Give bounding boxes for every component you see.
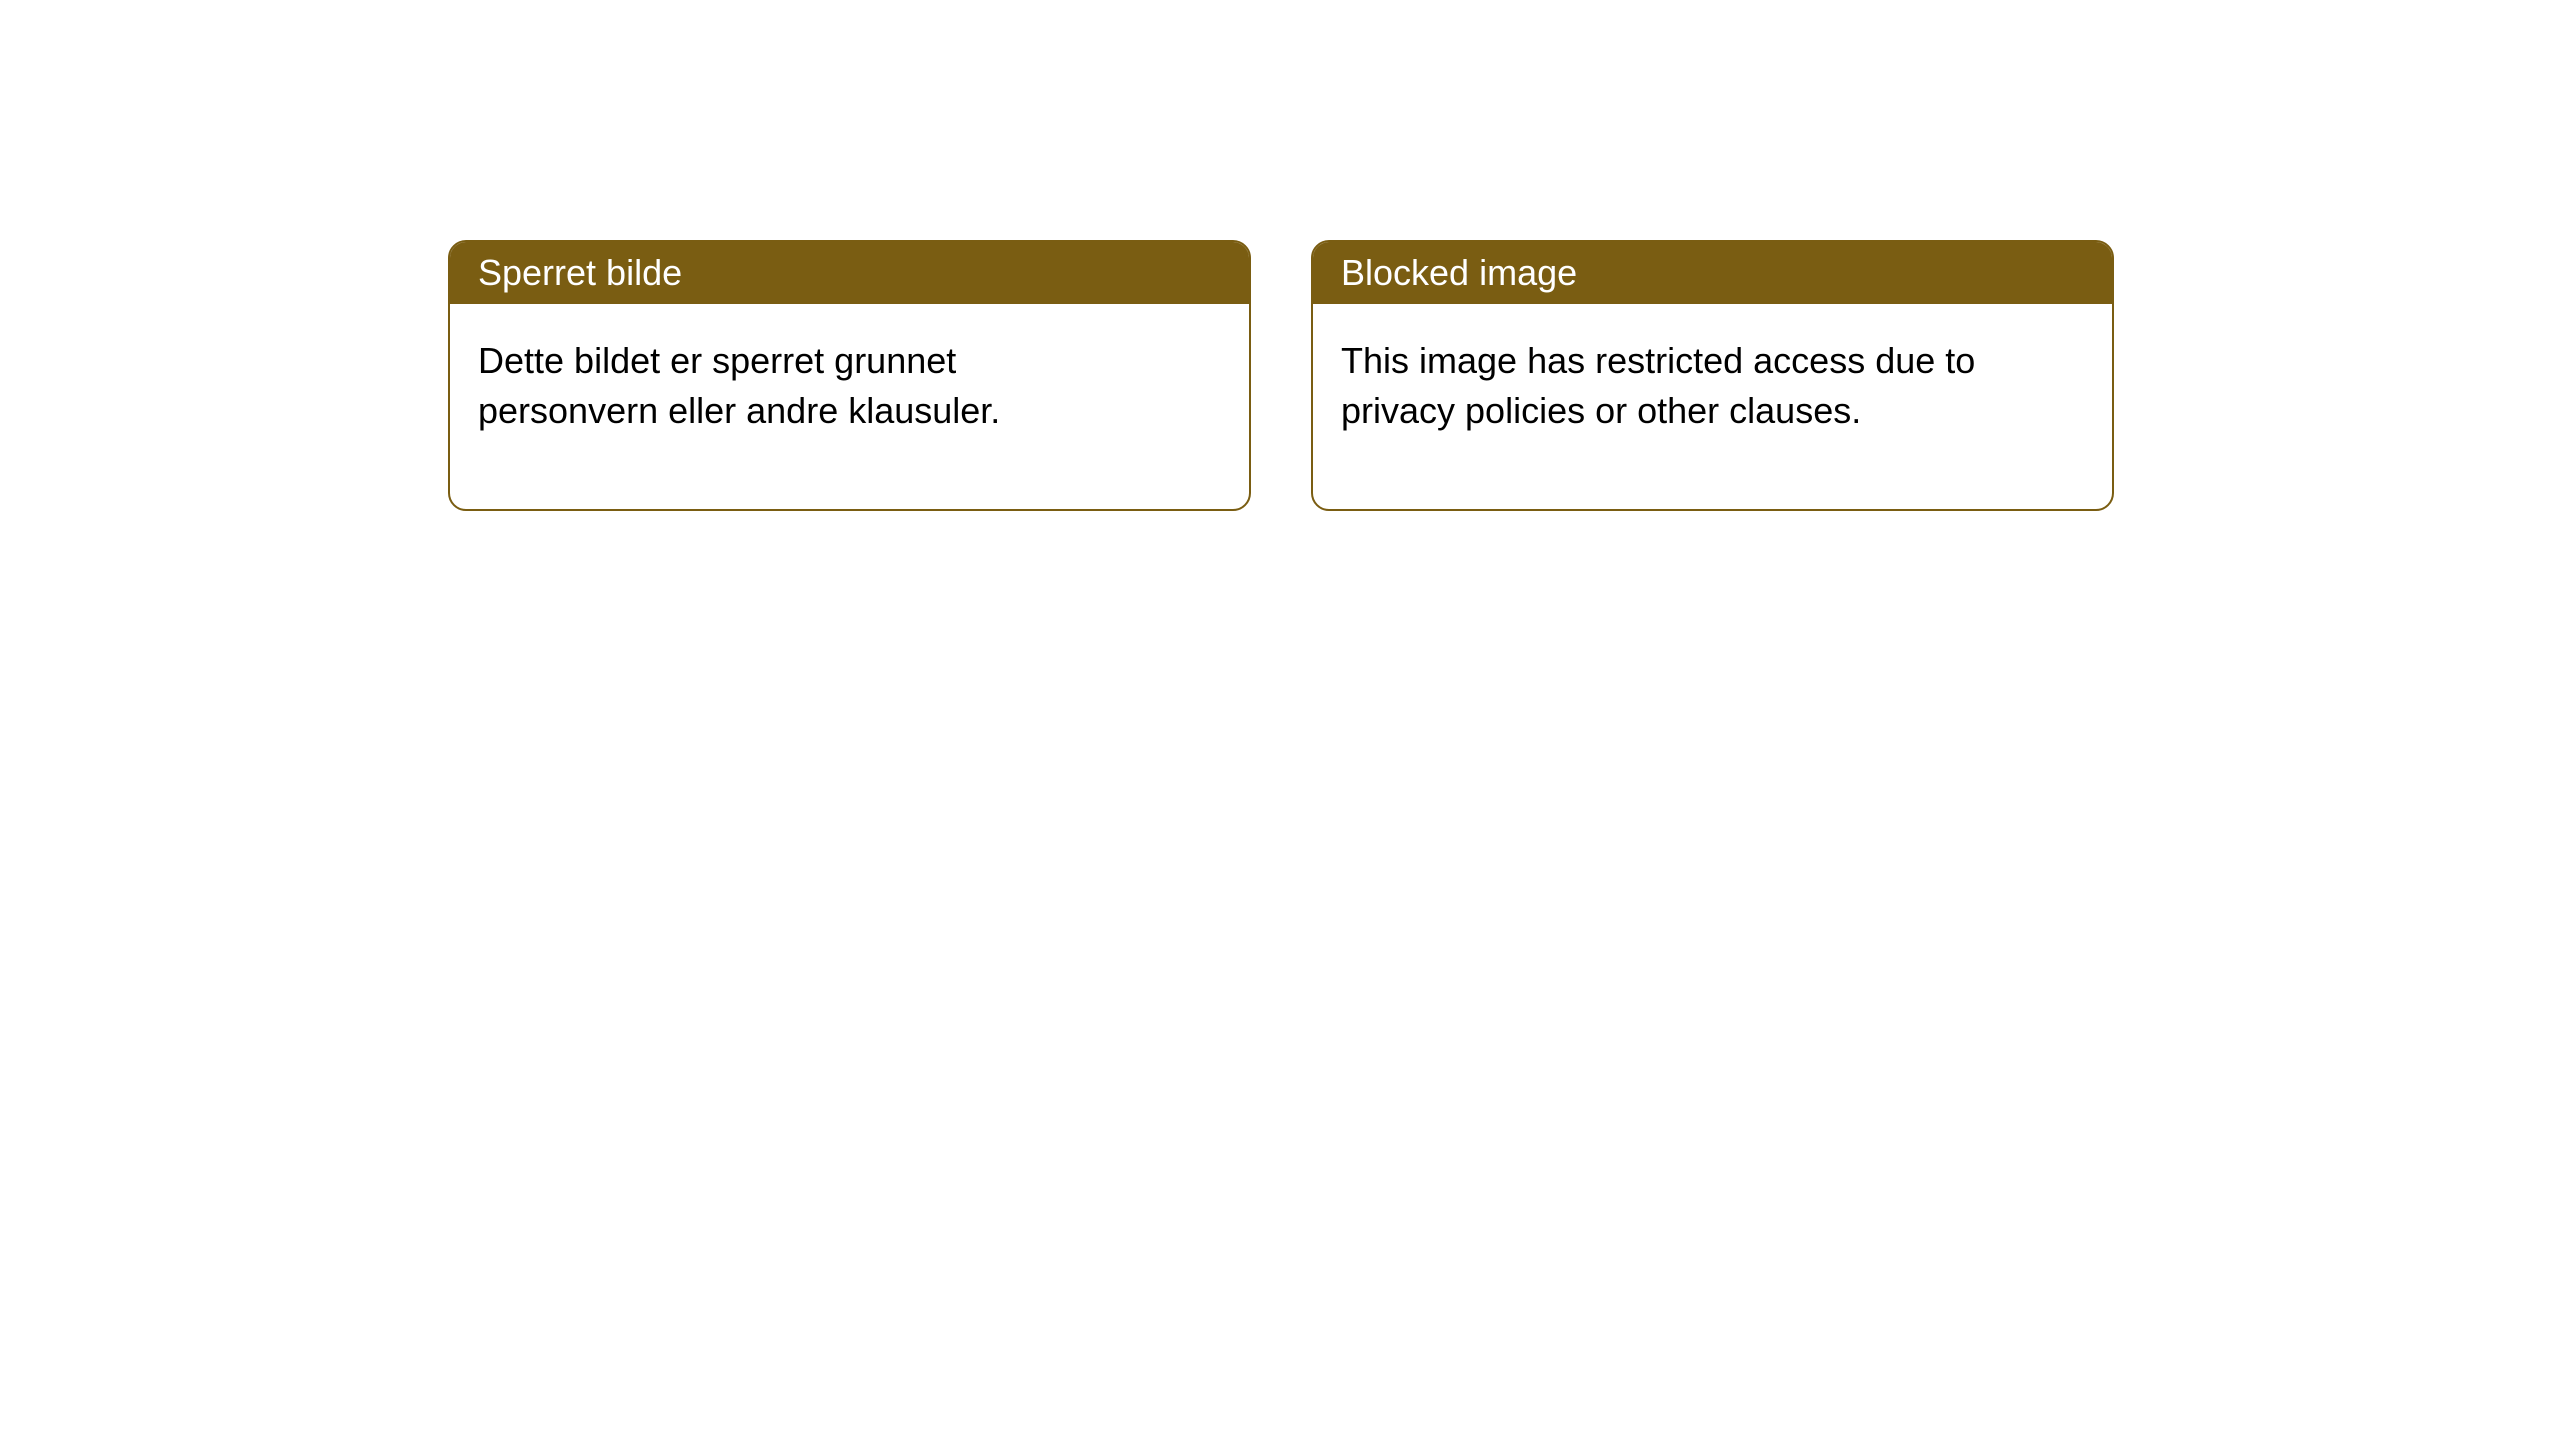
notice-card-english: Blocked image This image has restricted … <box>1311 240 2114 511</box>
notice-title: Sperret bilde <box>450 242 1249 304</box>
notice-body: Dette bildet er sperret grunnet personve… <box>450 304 1150 509</box>
notice-card-norwegian: Sperret bilde Dette bildet er sperret gr… <box>448 240 1251 511</box>
notice-body: This image has restricted access due to … <box>1313 304 2013 509</box>
notice-container: Sperret bilde Dette bildet er sperret gr… <box>0 0 2560 511</box>
notice-title: Blocked image <box>1313 242 2112 304</box>
